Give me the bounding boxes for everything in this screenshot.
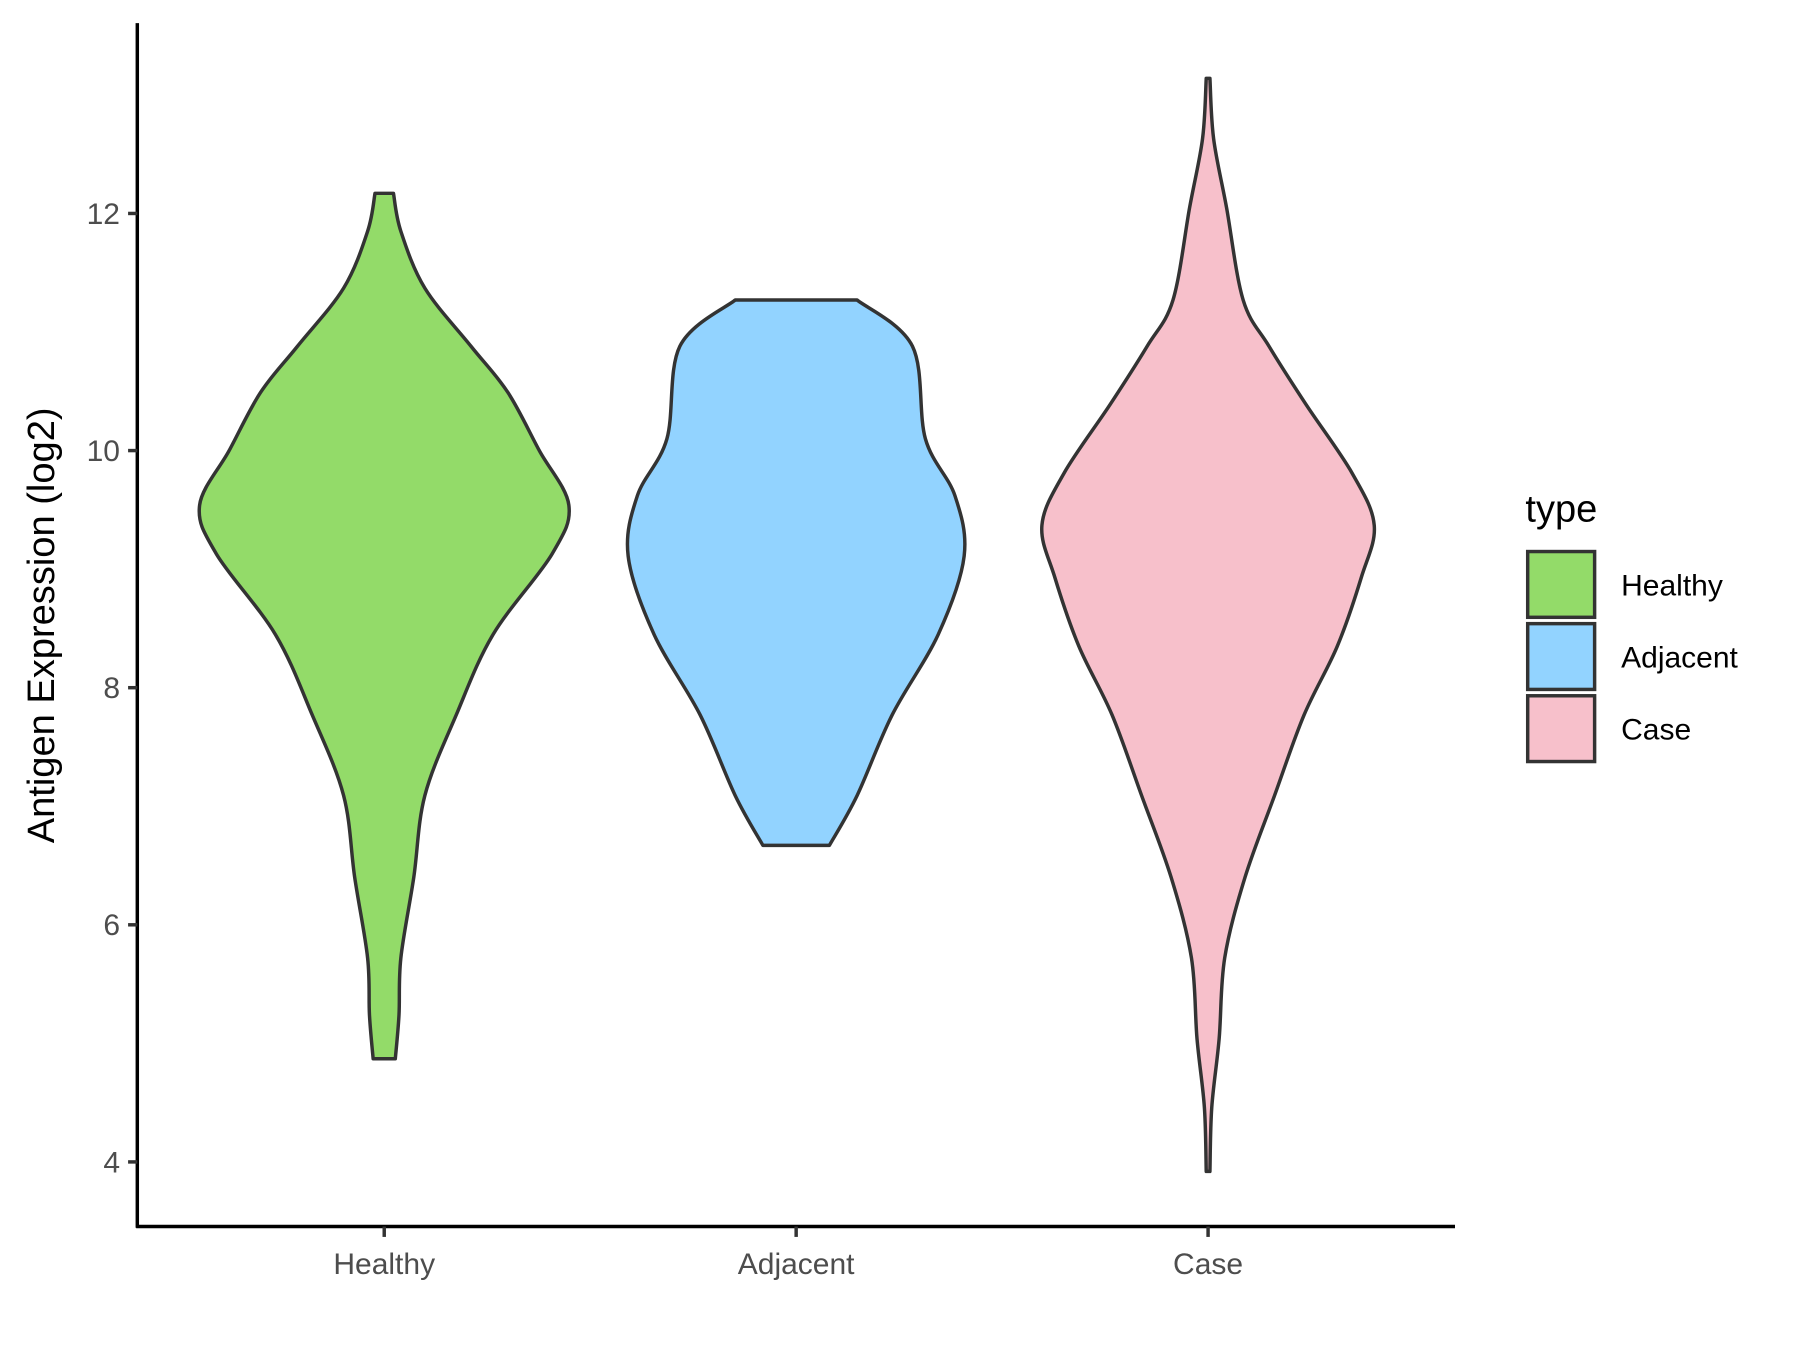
- violins: [197, 76, 1377, 1174]
- violin-healthy: [197, 191, 571, 1061]
- legend-key-healthy: [1525, 549, 1597, 620]
- legend: Healthy Adjacent Case: [1525, 549, 1739, 764]
- x-tick-label: Healthy: [333, 1248, 435, 1281]
- y-tick-label: 12: [87, 198, 120, 231]
- legend-label: Healthy: [1621, 569, 1723, 602]
- y-ticks: 4 6 8 10 12: [87, 198, 138, 1179]
- legend-label: Adjacent: [1621, 642, 1738, 675]
- y-tick-label: 4: [103, 1146, 120, 1179]
- legend-title: type: [1525, 489, 1597, 531]
- violin-adjacent: [625, 298, 967, 848]
- legend-key-case: [1525, 694, 1597, 764]
- y-tick-label: 8: [103, 672, 120, 705]
- legend-label: Case: [1621, 714, 1691, 747]
- violin-case: [1040, 76, 1377, 1174]
- y-tick-label: 6: [103, 909, 120, 942]
- legend-key-adjacent: [1525, 621, 1597, 692]
- y-axis-title: Antigen Expression (log2): [21, 407, 63, 843]
- y-tick-label: 10: [87, 435, 120, 468]
- x-tick-label: Adjacent: [738, 1248, 855, 1281]
- x-tick-label: Case: [1173, 1248, 1243, 1281]
- x-ticks: Healthy Adjacent Case: [333, 1226, 1243, 1281]
